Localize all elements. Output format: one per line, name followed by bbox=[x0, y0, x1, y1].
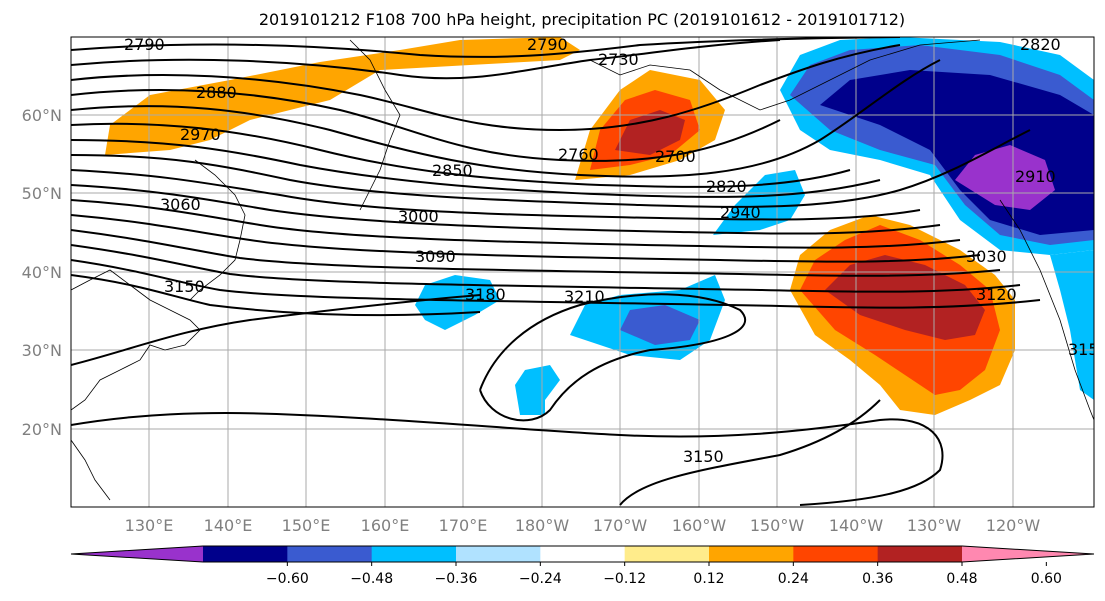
contour-label: 2760 bbox=[558, 145, 599, 164]
lon-tick-label: 160°E bbox=[361, 516, 410, 535]
colorbar-tick-label: −0.48 bbox=[350, 571, 393, 587]
contour-label: 3060 bbox=[160, 195, 201, 214]
contour-label: 3120 bbox=[976, 285, 1017, 304]
colorbar-extend-high bbox=[962, 546, 1094, 562]
shade-darkred-bering bbox=[615, 110, 685, 155]
colorbar-segment bbox=[540, 546, 626, 562]
map-title: 2019101212 F108 700 hPa height, precipit… bbox=[259, 10, 905, 29]
colorbar-segment bbox=[371, 546, 457, 562]
colorbar-tick-label: 0.24 bbox=[778, 571, 809, 587]
colorbar-tick-label: 0.48 bbox=[946, 571, 977, 587]
contour-label: 2700 bbox=[655, 147, 696, 166]
contour-label: 3030 bbox=[966, 247, 1007, 266]
contour-label: 3180 bbox=[465, 285, 506, 304]
contour-label: 3000 bbox=[398, 207, 439, 226]
contour-label: 3210 bbox=[564, 287, 605, 306]
lon-tick-label: 160°W bbox=[672, 516, 727, 535]
coastlines bbox=[71, 39, 1094, 501]
lon-tick-label: 120°W bbox=[986, 516, 1041, 535]
shade-lightblue-cpac4 bbox=[515, 365, 560, 415]
shade-lightblue-cpac2 bbox=[415, 275, 500, 330]
contour-label: 2880 bbox=[196, 83, 237, 102]
lat-axis: 60°N 50°N 40°N 30°N 20°N bbox=[22, 106, 62, 439]
lat-tick-label: 40°N bbox=[22, 263, 62, 282]
colorbar: −0.60 −0.48 −0.36 −0.24 −0.12 0.12 0.24 0.36 0.4… bbox=[70, 545, 1095, 587]
lon-tick-label: 170°W bbox=[593, 516, 648, 535]
shade-purple-ne bbox=[955, 145, 1055, 210]
colorbar-segment bbox=[203, 546, 288, 562]
colorbar-tick-label: −0.36 bbox=[435, 571, 478, 587]
contour-label: 2940 bbox=[720, 203, 761, 222]
contour-labels: 2790 2790 2730 2820 2880 2970 2760 2700 … bbox=[124, 35, 1105, 466]
lat-tick-label: 20°N bbox=[22, 420, 62, 439]
lon-tick-label: 150°W bbox=[750, 516, 805, 535]
graticule bbox=[71, 37, 1094, 507]
colorbar-tick-label: 0.36 bbox=[862, 571, 893, 587]
lon-tick-label: 170°E bbox=[439, 516, 488, 535]
contour-label: 2820 bbox=[1020, 35, 1061, 54]
contour-label: 3150 bbox=[683, 447, 724, 466]
colorbar-segment bbox=[709, 546, 794, 562]
colorbar-tick-label: −0.24 bbox=[519, 571, 562, 587]
colorbar-tick-label: 0.60 bbox=[1031, 571, 1062, 587]
contour-label: 2790 bbox=[124, 35, 165, 54]
colorbar-tick-label: −0.12 bbox=[603, 571, 646, 587]
colorbar-segment bbox=[877, 546, 963, 562]
contour-label: 2910 bbox=[1015, 167, 1056, 186]
lon-axis: 130°E 140°E 150°E 160°E 170°E 180°W 170°… bbox=[125, 516, 1041, 535]
height-contours bbox=[71, 37, 1041, 506]
contour-label: 2820 bbox=[706, 177, 747, 196]
lon-tick-label: 140°W bbox=[829, 516, 884, 535]
contour-label: 2970 bbox=[180, 125, 221, 144]
colorbar-segment bbox=[624, 546, 710, 562]
colorbar-segment bbox=[287, 546, 373, 562]
contour-label: 2730 bbox=[598, 50, 639, 69]
shade-blue-cpac3 bbox=[620, 305, 700, 345]
colorbar-segment bbox=[793, 546, 879, 562]
colorbar-extend-low bbox=[71, 546, 203, 562]
lon-tick-label: 130°E bbox=[125, 516, 174, 535]
lat-tick-label: 30°N bbox=[22, 341, 62, 360]
contour-label: 3150 bbox=[164, 277, 205, 296]
shade-orange-nw bbox=[105, 37, 580, 155]
contour-label: 3090 bbox=[415, 247, 456, 266]
map-panel: 2790 2790 2730 2820 2880 2970 2760 2700 … bbox=[70, 35, 1105, 508]
lon-tick-label: 180°W bbox=[515, 516, 570, 535]
contour-label: 2790 bbox=[527, 35, 568, 54]
lon-tick-label: 130°W bbox=[907, 516, 962, 535]
lat-tick-label: 50°N bbox=[22, 184, 62, 203]
lon-tick-label: 150°E bbox=[282, 516, 331, 535]
lon-tick-label: 140°E bbox=[204, 516, 253, 535]
colorbar-segment bbox=[456, 546, 541, 562]
colorbar-tick-label: −0.60 bbox=[266, 571, 309, 587]
contour-label: 3150 bbox=[1068, 340, 1105, 359]
lat-tick-label: 60°N bbox=[22, 106, 62, 125]
shade-lightblue-coast bbox=[1050, 250, 1094, 400]
colorbar-tick-label: 0.12 bbox=[693, 571, 724, 587]
contour-label: 2850 bbox=[432, 161, 473, 180]
